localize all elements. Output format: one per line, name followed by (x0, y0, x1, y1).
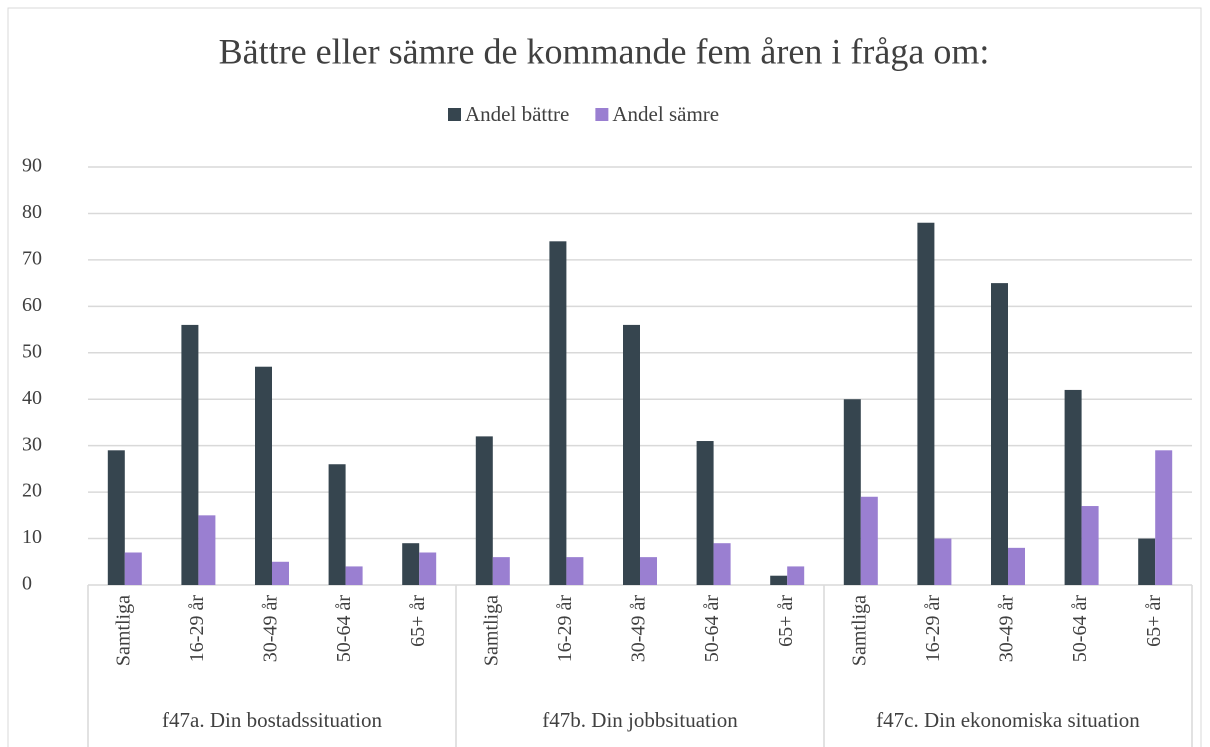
group-label: f47a. Din bostadssituation (162, 708, 382, 732)
bar (198, 515, 216, 585)
group-label: f47b. Din jobbsituation (542, 708, 738, 732)
group-label: f47c. Din ekonomiska situation (876, 708, 1140, 732)
bar (713, 543, 731, 585)
x-tick-label: 30-49 år (260, 595, 282, 663)
x-tick-label: 50-64 år (333, 595, 355, 663)
bar (492, 557, 510, 585)
x-tick-label: 65+ år (407, 595, 429, 647)
bar (255, 366, 272, 585)
y-tick-label: 10 (22, 526, 42, 548)
y-tick-label: 50 (22, 340, 42, 362)
bar (475, 436, 493, 585)
bar (1064, 389, 1082, 585)
bar (1008, 547, 1025, 585)
x-tick-label: 16-29 år (186, 595, 208, 663)
legend-label: Andel bättre (465, 102, 569, 126)
x-tick-label: Samtliga (848, 595, 870, 666)
bar (566, 557, 584, 585)
bar (696, 441, 714, 585)
legend-label: Andel sämre (612, 102, 719, 126)
x-tick-label: 16-29 år (554, 595, 576, 663)
chart-title: Bättre eller sämre de kommande fem åren … (219, 31, 990, 71)
x-tick-label: 30-49 år (628, 595, 650, 663)
y-tick-label: 70 (22, 247, 42, 269)
bar (843, 399, 861, 585)
y-tick-label: 30 (22, 433, 42, 455)
bar (934, 538, 952, 585)
bar (328, 464, 346, 585)
bar (272, 561, 289, 585)
x-tick-label: 65+ år (775, 595, 797, 647)
x-tick-label: Samtliga (480, 595, 502, 666)
y-tick-label: 60 (22, 294, 42, 316)
bar (917, 222, 935, 585)
bar (991, 283, 1008, 585)
x-tick-label: 65+ år (1143, 595, 1165, 647)
bar (124, 552, 142, 585)
bar (107, 450, 125, 585)
y-tick-label: 80 (22, 201, 42, 223)
bar (419, 552, 437, 585)
y-tick-label: 0 (22, 573, 32, 595)
x-tick-label: Samtliga (112, 595, 134, 666)
y-tick-label: 20 (22, 480, 42, 502)
x-tick-label: 50-64 år (701, 595, 723, 663)
bar (345, 566, 363, 585)
bar (787, 566, 805, 585)
x-tick-label: 50-64 år (1069, 595, 1091, 663)
legend-swatch (595, 108, 609, 121)
bar (549, 241, 567, 586)
bar (770, 575, 788, 585)
legend-swatch (448, 108, 461, 121)
bar (1155, 450, 1173, 585)
y-tick-label: 90 (22, 155, 42, 177)
bar (623, 324, 640, 585)
x-tick-label: 30-49 år (996, 595, 1018, 663)
bar (640, 557, 657, 585)
bar (402, 543, 420, 585)
bar (860, 496, 878, 585)
y-tick-label: 40 (22, 387, 42, 409)
bar (181, 324, 199, 585)
bar (1138, 538, 1156, 585)
bar (1081, 506, 1099, 585)
x-tick-label: 16-29 år (922, 595, 944, 663)
